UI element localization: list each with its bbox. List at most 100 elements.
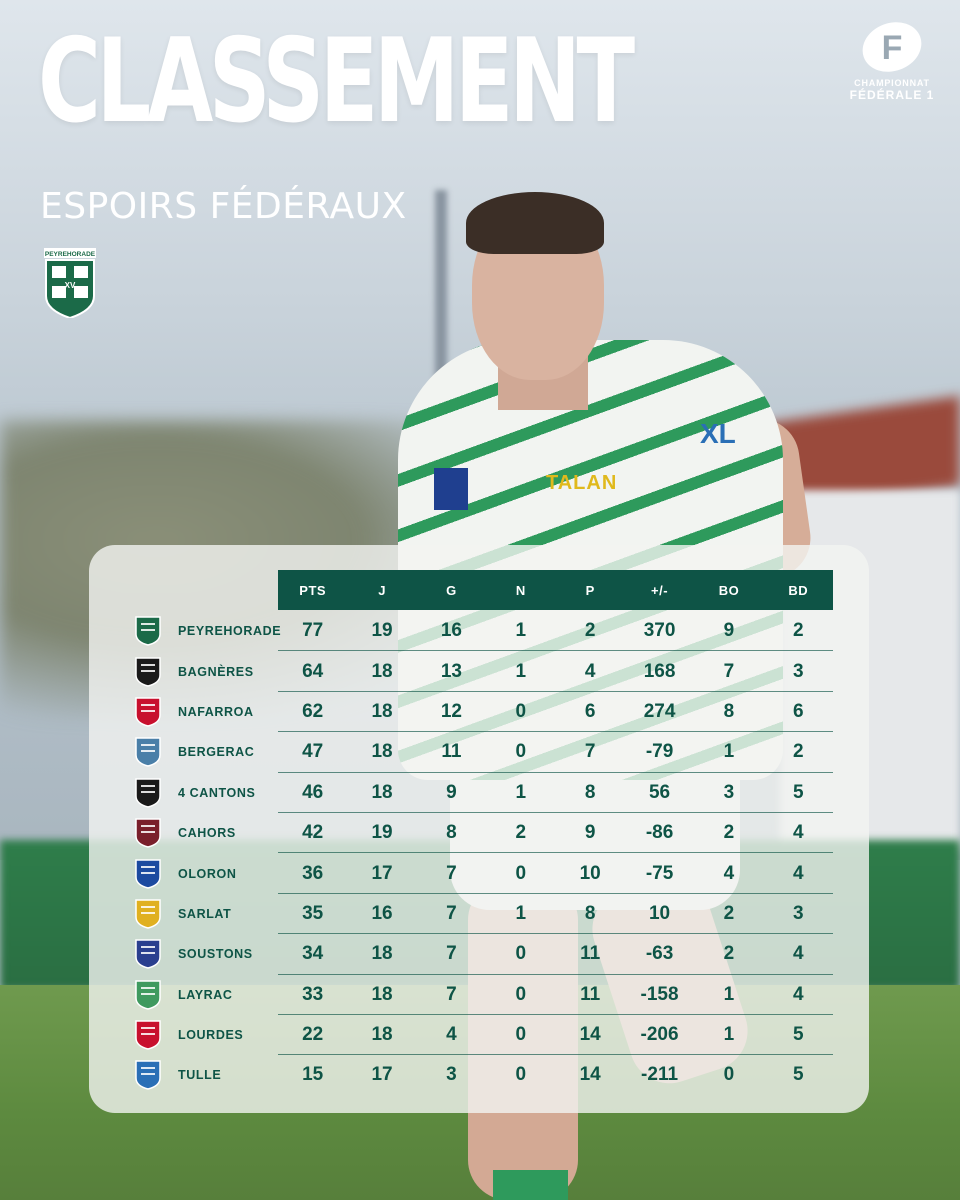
cell-j: 18 [371, 781, 393, 803]
table-row: CAHORS 42 19 8 2 9 -86 2 4 [130, 813, 833, 854]
cell-n: 1 [515, 902, 527, 924]
nafarroa-crest-icon [130, 696, 166, 728]
standings-table: PEYREHORADE 77 19 16 1 2 370 9 2 BAGNÈRE… [130, 611, 833, 1096]
cell-g: 7 [446, 862, 457, 884]
team-name: BAGNÈRES [178, 664, 254, 679]
tulle-shield-icon [130, 1059, 166, 1091]
lourdes-shield-icon-shape [135, 1020, 161, 1050]
cell-bo: 1 [723, 741, 735, 763]
cell-diff: 168 [643, 660, 676, 682]
cell-bo: 4 [723, 862, 735, 884]
shield-icon: PEYREHORADE XV [44, 248, 96, 320]
cell-bo: 7 [723, 660, 735, 682]
league-line1: CHAMPIONNAT [854, 78, 930, 88]
col-bd: BD [788, 582, 809, 598]
cell-j: 17 [371, 862, 393, 884]
cell-n: 1 [515, 781, 527, 803]
team-name: SARLAT [178, 906, 232, 921]
cell-p: 7 [584, 741, 596, 763]
lourdes-shield-icon [130, 1019, 166, 1051]
cell-j: 16 [371, 902, 393, 924]
federale1-logo: F CHAMPIONNAT FÉDÉRALE 1 [842, 18, 942, 110]
table-header: PTS J G N P +/- BO BD [278, 570, 833, 610]
cell-p: 11 [580, 943, 601, 965]
peyrehorade-shield-icon [130, 615, 166, 647]
cell-pts: 46 [302, 781, 324, 803]
cell-j: 17 [371, 1064, 393, 1086]
cell-p: 2 [584, 620, 596, 642]
soustons-shield-icon-shape [135, 939, 161, 970]
cell-p: 4 [584, 660, 596, 682]
cell-bo: 2 [723, 822, 735, 844]
cell-bd: 5 [793, 1064, 804, 1086]
cell-p: 6 [584, 700, 596, 722]
page-title: CLASSEMENT [38, 14, 635, 149]
cell-g: 12 [440, 700, 462, 722]
cell-g: 4 [446, 1024, 457, 1046]
col-p: P [585, 582, 595, 598]
oloron-fco-icon-shape [135, 858, 161, 889]
table-row: TULLE 15 17 3 0 14 -211 0 5 [130, 1055, 833, 1095]
cell-p: 9 [584, 822, 596, 844]
page-subtitle: ESPOIRS FÉDÉRAUX [40, 186, 407, 227]
table-row: OLORON 36 17 7 0 10 -75 4 4 [130, 853, 833, 895]
cell-pts: 36 [302, 862, 324, 884]
cell-n: 0 [515, 862, 527, 884]
cell-j: 18 [371, 700, 393, 722]
team-name: TULLE [178, 1068, 222, 1083]
cell-pts: 22 [302, 1024, 324, 1046]
cell-diff: -211 [641, 1064, 679, 1086]
cell-bo: 3 [723, 781, 735, 803]
col-n: N [515, 582, 526, 598]
table-row: NAFARROA 62 18 12 0 6 274 8 6 [130, 692, 833, 733]
usb-shield-icon [130, 777, 166, 809]
cell-bo: 8 [723, 700, 735, 722]
league-line2: FÉDÉRALE 1 [849, 88, 935, 102]
cell-diff: 10 [648, 902, 671, 924]
cell-j: 18 [371, 983, 393, 1005]
peyrehorade-shield-icon-shape [135, 616, 161, 646]
cell-n: 0 [515, 1024, 527, 1046]
cell-pts: 62 [302, 700, 324, 722]
club-badge-name: PEYREHORADE [45, 251, 96, 258]
bagneres-sb-icon [130, 656, 166, 688]
cell-diff: 370 [643, 620, 676, 642]
cell-p: 11 [580, 983, 601, 1005]
cell-n: 0 [515, 943, 527, 965]
cell-bo: 2 [723, 902, 735, 924]
cell-g: 9 [446, 781, 457, 803]
xl-sponsor: XL [700, 418, 736, 449]
cell-j: 18 [371, 943, 393, 965]
cell-g: 16 [440, 620, 462, 642]
federale-f-icon: F [862, 22, 922, 72]
tulle-shield-icon-shape [135, 1060, 161, 1091]
team-name: CAHORS [178, 826, 236, 841]
col-g: G [446, 582, 457, 598]
cell-pts: 47 [302, 741, 324, 763]
cell-diff: -86 [645, 822, 674, 844]
cell-pts: 15 [302, 1064, 324, 1086]
cell-n: 0 [515, 700, 527, 722]
cell-bo: 1 [723, 1024, 735, 1046]
nafarroa-crest-icon-shape [135, 697, 161, 727]
cell-g: 7 [446, 902, 457, 924]
cell-n: 0 [515, 741, 527, 763]
club-badge-sub: XV [65, 281, 76, 290]
cell-p: 8 [584, 902, 596, 924]
cell-bo: 0 [723, 1064, 735, 1086]
table-row: SOUSTONS 34 18 7 0 11 -63 2 4 [130, 934, 833, 975]
cell-diff: 56 [648, 781, 671, 803]
player-sock [493, 1170, 568, 1200]
cell-g: 11 [441, 741, 462, 763]
team-name: LAYRAC [178, 987, 233, 1002]
sarlat-shield-icon [130, 898, 166, 930]
cell-bd: 2 [793, 741, 804, 763]
cell-g: 7 [446, 983, 457, 1005]
table-row: LAYRAC 33 18 7 0 11 -158 1 4 [130, 975, 833, 1016]
table-row: PEYREHORADE 77 19 16 1 2 370 9 2 [130, 611, 833, 652]
sarlat-shield-icon-shape [135, 899, 161, 929]
cell-g: 3 [446, 1064, 457, 1086]
bergerac-shield-icon [130, 736, 166, 768]
cell-n: 0 [515, 1064, 527, 1086]
cell-j: 19 [371, 620, 393, 642]
